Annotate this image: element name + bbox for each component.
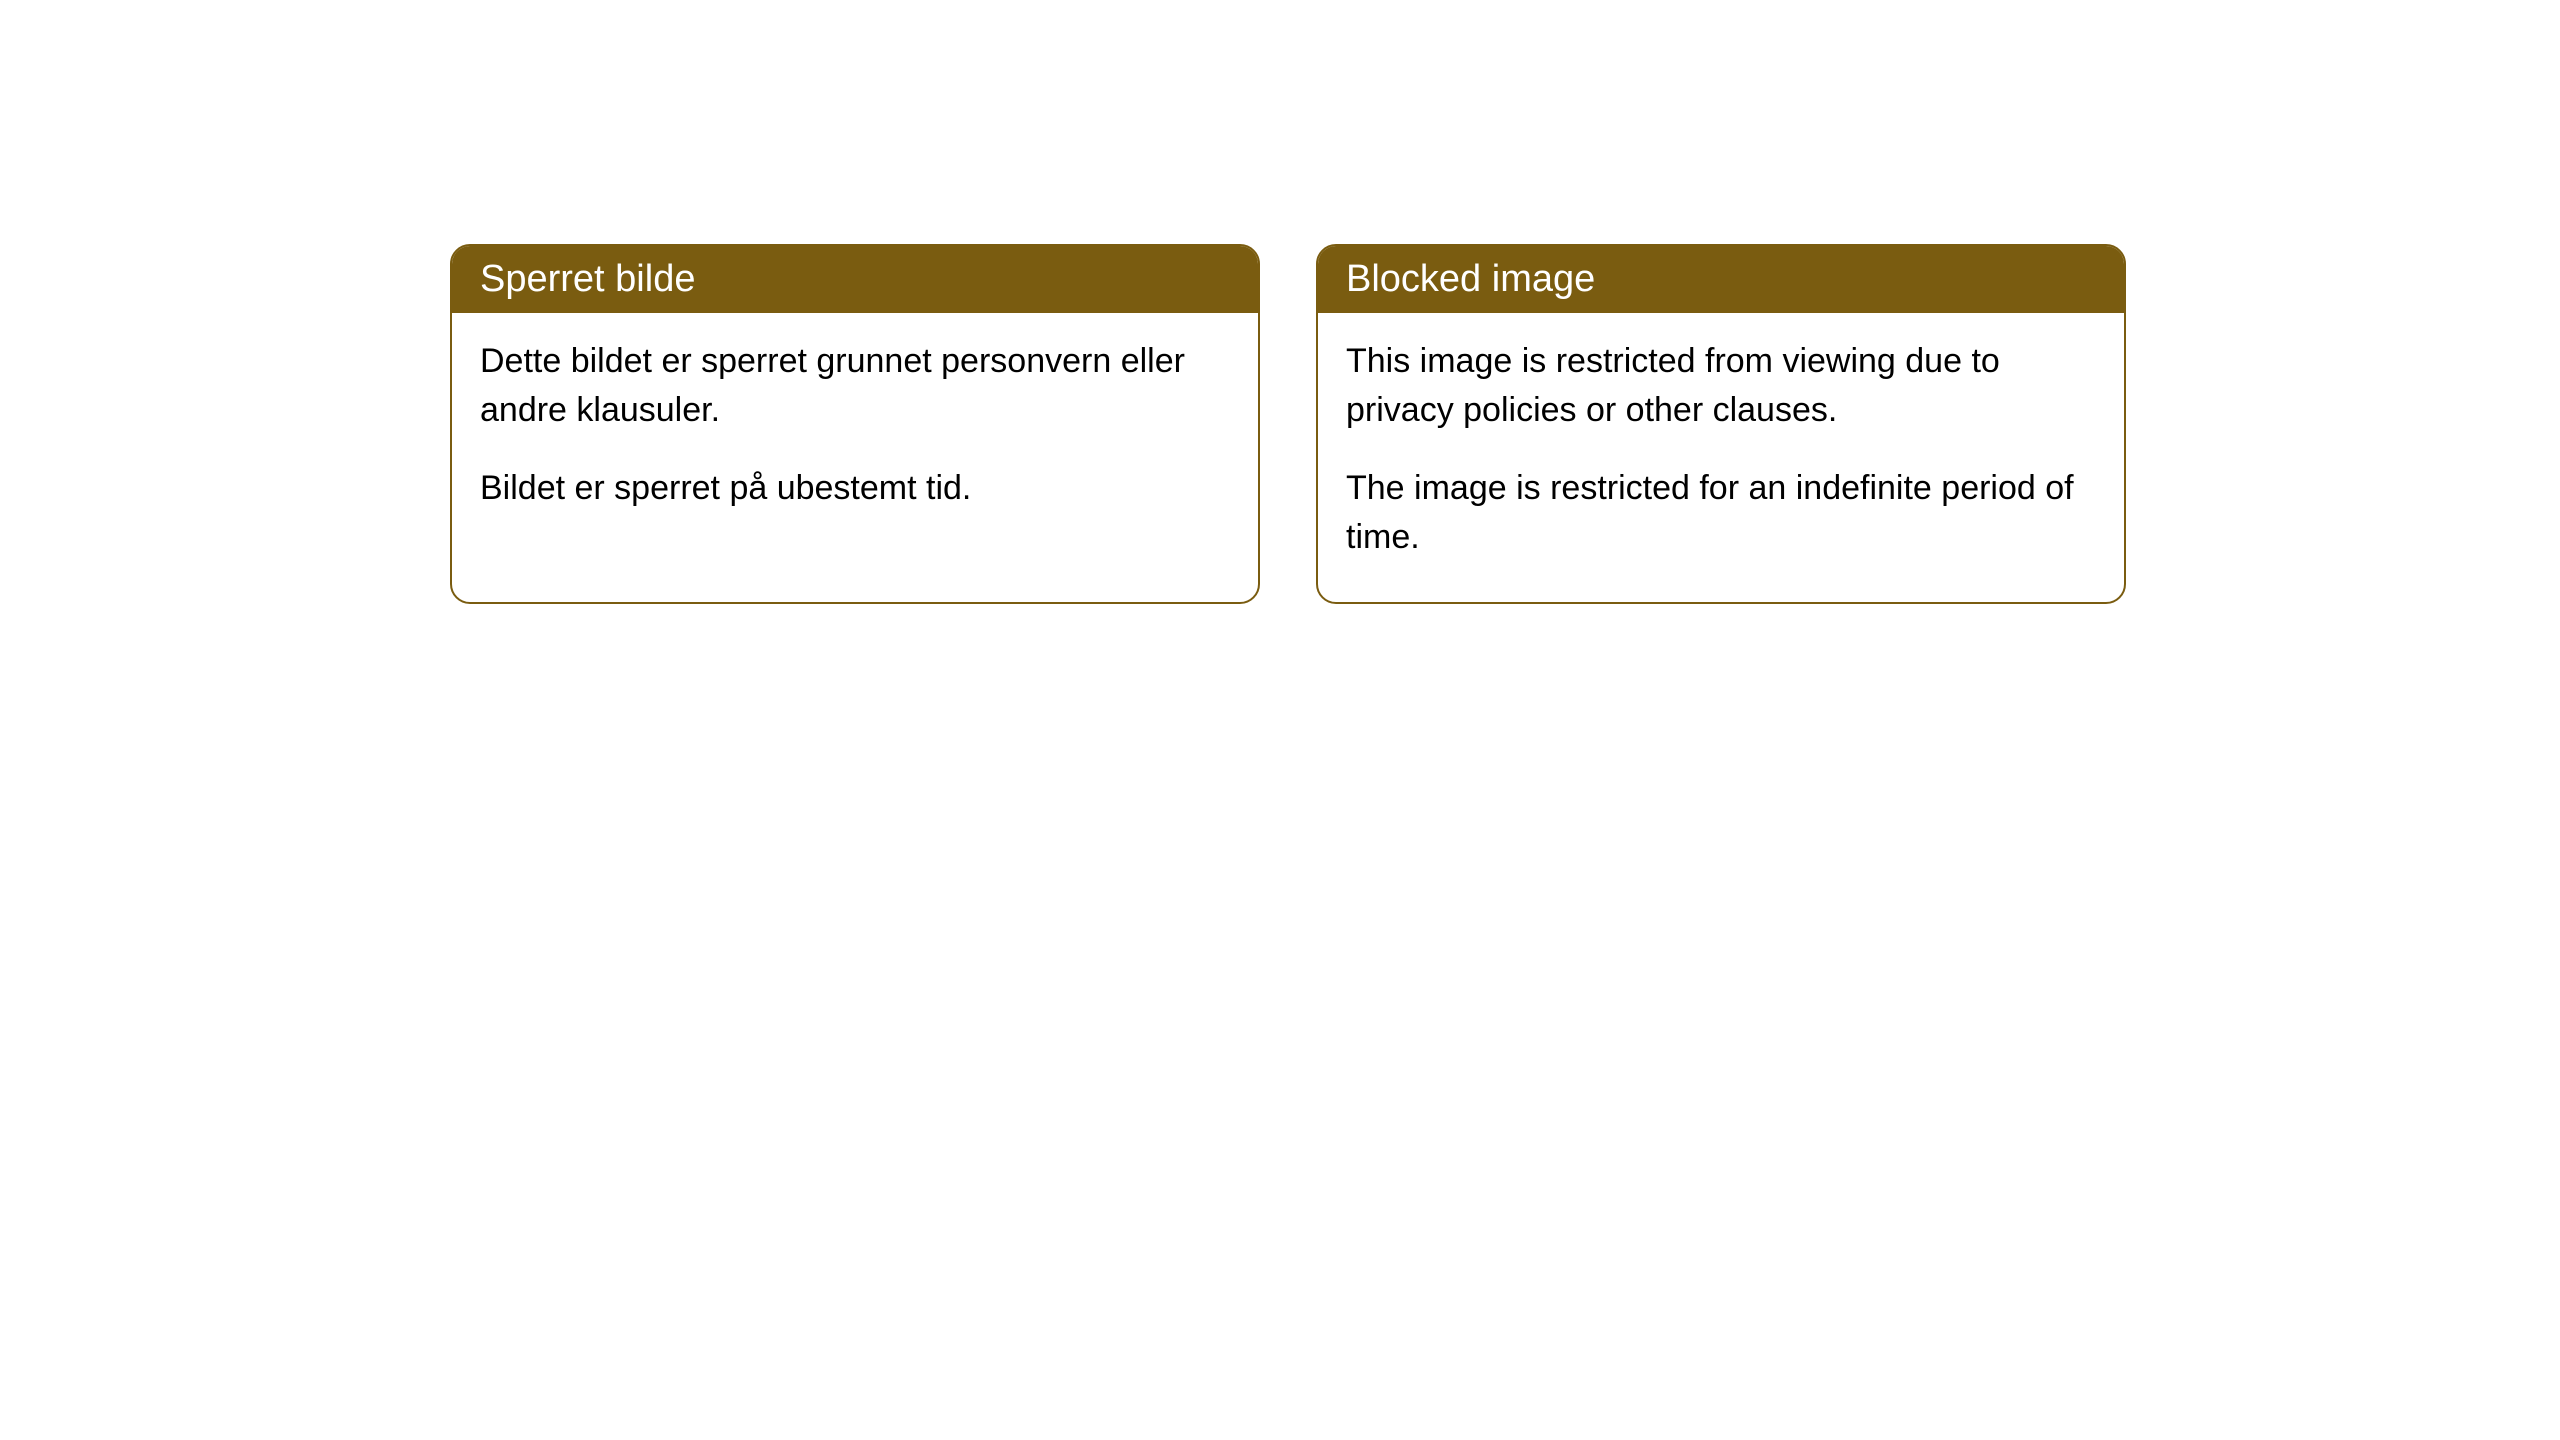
card-body: Dette bildet er sperret grunnet personve… — [452, 313, 1258, 553]
card-paragraph: Dette bildet er sperret grunnet personve… — [480, 337, 1230, 436]
card-header: Blocked image — [1318, 246, 2124, 313]
card-title: Sperret bilde — [480, 258, 695, 300]
notice-card-english: Blocked image This image is restricted f… — [1316, 244, 2126, 604]
card-paragraph: Bildet er sperret på ubestemt tid. — [480, 464, 1230, 513]
card-header: Sperret bilde — [452, 246, 1258, 313]
notice-cards-container: Sperret bilde Dette bildet er sperret gr… — [450, 244, 2126, 604]
notice-card-norwegian: Sperret bilde Dette bildet er sperret gr… — [450, 244, 1260, 604]
card-body: This image is restricted from viewing du… — [1318, 313, 2124, 602]
card-paragraph: This image is restricted from viewing du… — [1346, 337, 2096, 436]
card-title: Blocked image — [1346, 258, 1595, 300]
card-paragraph: The image is restricted for an indefinit… — [1346, 464, 2096, 563]
